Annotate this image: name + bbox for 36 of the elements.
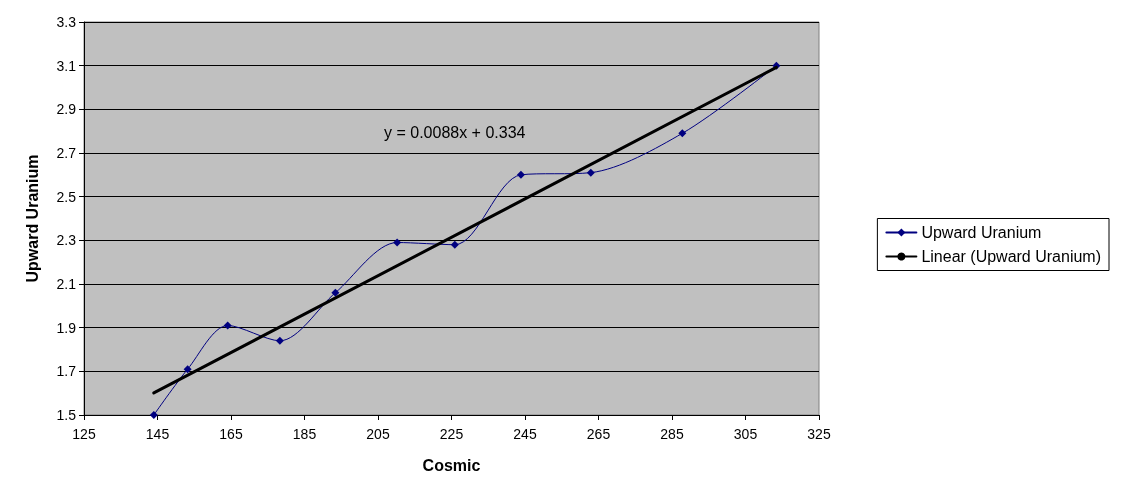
x-tick-label: 125 [72, 426, 96, 442]
point [183, 365, 192, 374]
y-tick-label: 2.3 [56, 232, 77, 249]
x-axis-title: Cosmic [422, 456, 481, 474]
y-tick-label: 3.3 [56, 14, 77, 30]
y-tick-label: 1.5 [56, 407, 77, 423]
point [393, 238, 402, 247]
x-tick-label: 225 [439, 426, 464, 442]
y-tick-label: 2.1 [56, 276, 77, 292]
point [516, 170, 525, 179]
x-tick-label: 205 [366, 426, 390, 442]
y-tick-label: 1.7 [56, 363, 77, 380]
point [275, 336, 284, 345]
point [149, 411, 158, 419]
x-tick-label: 325 [807, 426, 831, 442]
point [586, 168, 595, 177]
x-tick-label: 305 [733, 426, 758, 442]
y-tick-label: 2.7 [56, 145, 77, 161]
annotation: y = 0.0088x + 0.334 [384, 123, 526, 141]
y-tick-label: 3.1 [56, 57, 77, 74]
x-tick-label: 265 [586, 426, 611, 442]
legend-label: Upward Uranium [921, 224, 1042, 241]
legend-label: Linear (Upward Uranium) [921, 248, 1102, 265]
y-tick-label: 2.9 [56, 101, 77, 118]
x-tick-label: 165 [219, 426, 243, 442]
y-axis-title: Upward Uranium [23, 154, 41, 283]
x-tick-label: 145 [145, 426, 170, 442]
point [331, 288, 340, 297]
point [678, 129, 687, 138]
point [450, 240, 459, 249]
x-tick-label: 285 [660, 426, 684, 442]
y-tick-label: 2.5 [56, 188, 77, 205]
x-tick-label: 185 [292, 426, 317, 442]
point [223, 321, 232, 330]
x-tick-label: 245 [513, 426, 537, 442]
y-tick-label: 1.9 [56, 319, 77, 336]
